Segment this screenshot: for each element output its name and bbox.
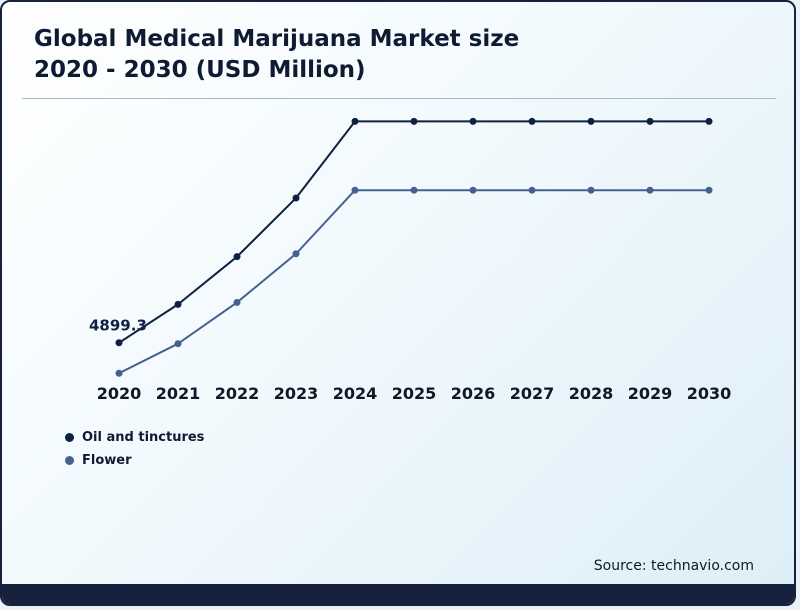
legend-dot-oil-icon: [65, 433, 74, 442]
chart-area: 2020 2021 2022 2023 2024 2025 2026 2027 2028 2029…: [2, 2, 794, 604]
title-divider: [22, 98, 776, 99]
svg-text:2020: 2020: [97, 384, 142, 403]
page-title: Global Medical Marijuana Market size 202…: [34, 24, 762, 86]
svg-text:4899.3: 4899.3: [89, 317, 147, 335]
svg-text:2022: 2022: [215, 384, 260, 403]
legend-dot-flower-icon: [65, 456, 74, 465]
svg-text:2027: 2027: [510, 384, 555, 403]
svg-text:2024: 2024: [333, 384, 378, 403]
svg-text:2023: 2023: [274, 384, 319, 403]
legend-item-oil-and-tinctures: Oil and tinctures: [65, 430, 204, 445]
bottom-accent-bar: [2, 584, 794, 604]
svg-text:2021: 2021: [156, 384, 201, 403]
legend-label-flower: Flower: [82, 453, 132, 468]
svg-text:2029: 2029: [628, 384, 673, 403]
svg-text:2025: 2025: [392, 384, 437, 403]
source-attribution: Source: technavio.com: [593, 558, 754, 574]
title-line-2: 2020 - 2030 (USD Million): [34, 57, 366, 84]
title-line-1: Global Medical Marijuana Market size: [34, 26, 520, 52]
legend-item-flower: Flower: [65, 453, 204, 468]
legend-label-oil: Oil and tinctures: [82, 430, 205, 445]
legend: Oil and tinctures Flower: [65, 430, 204, 468]
svg-text:2028: 2028: [569, 384, 614, 403]
svg-text:2030: 2030: [687, 384, 732, 403]
svg-text:2026: 2026: [451, 384, 496, 403]
